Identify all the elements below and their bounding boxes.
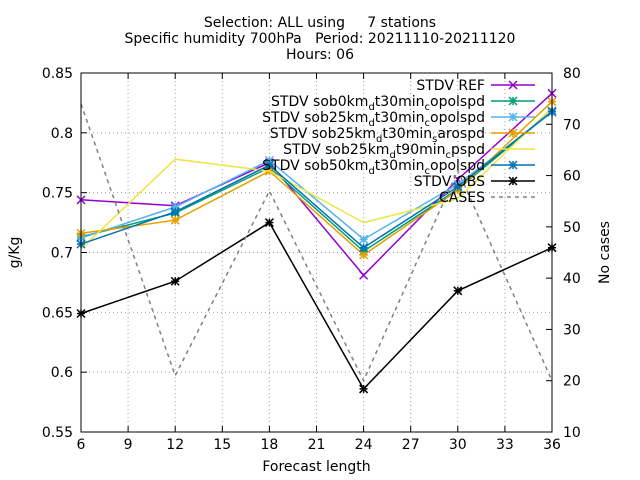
y2-tick-label: 40 [563, 271, 581, 287]
data-point [170, 207, 180, 217]
legend-label: STDV REF [416, 78, 485, 94]
x-tick-label: 24 [355, 437, 373, 453]
x-axis: 6 9 12 15 18 21 24 27 30 33 36 [77, 73, 561, 453]
legend-label: STDV sob25kmd​t30minc​opolspd [262, 110, 485, 129]
chart-title-line: Specific humidity 700hPa Period: 2021111… [125, 31, 516, 47]
y-tick-label: 0.55 [42, 425, 73, 441]
legend-marker [508, 112, 518, 122]
legend-label: STDV sob25kmd​t90minc​pspd [283, 142, 485, 161]
x-tick-label: 27 [402, 437, 420, 453]
legend-label: CASES [439, 190, 485, 206]
y2-tick-label: 80 [563, 66, 581, 82]
legend-marker [508, 96, 518, 106]
chart-title-line: Hours: 06 [286, 47, 354, 63]
y2-tick-label: 70 [563, 117, 581, 133]
series-line-7 [80, 103, 553, 383]
legend-label: STDV sob25kmd​t30mins​arospd [270, 126, 485, 145]
y2-tick-label: 60 [563, 169, 581, 185]
series-line-3 [80, 101, 553, 256]
x-tick-label: 36 [543, 437, 561, 453]
x-tick-label: 12 [166, 437, 184, 453]
x-tick-label: 9 [124, 437, 133, 453]
y-tick-label: 0.65 [42, 305, 73, 321]
legend-marker [508, 80, 518, 90]
y-tick-label: 0.6 [51, 365, 73, 381]
x-tick-label: 21 [308, 437, 326, 453]
x-axis-label: Forecast length [262, 459, 370, 475]
y2-axis: 10 20 30 40 50 60 70 80 [546, 66, 581, 441]
y-tick-label: 0.85 [42, 66, 73, 82]
data-point [170, 215, 180, 225]
x-tick-label: 15 [213, 437, 231, 453]
legend-marker [508, 128, 518, 138]
y-axis-label: g/Kg [7, 237, 23, 269]
data-point [170, 276, 180, 286]
data-point [359, 250, 369, 260]
y2-tick-label: 10 [563, 425, 581, 441]
data-point [359, 384, 369, 394]
legend-label: STDV sob0kmd​t30minc​opolspd [271, 94, 485, 113]
data-point [264, 218, 274, 228]
series-line-2 [80, 111, 553, 241]
legend-label: STDV OBS [414, 174, 485, 190]
legend-marker [508, 160, 518, 170]
y2-tick-label: 50 [563, 220, 581, 236]
series-line-4 [80, 107, 553, 250]
y-tick-label: 0.8 [51, 126, 73, 142]
series-line-6 [80, 221, 553, 391]
legend-marker [508, 176, 518, 186]
series-line-0 [80, 92, 553, 277]
y-tick-label: 0.7 [51, 246, 73, 262]
grid [81, 73, 552, 432]
chart-title: Selection: ALL using 7 stationsSpecific … [125, 15, 516, 63]
y2-tick-label: 30 [563, 322, 581, 338]
y-tick-label: 0.75 [42, 186, 73, 202]
data-point [453, 286, 463, 296]
data-point [264, 160, 274, 170]
x-tick-label: 33 [496, 437, 514, 453]
y2-tick-label: 20 [563, 374, 581, 390]
data-point [453, 182, 463, 192]
x-tick-label: 30 [449, 437, 467, 453]
data-point [359, 270, 369, 280]
x-tick-label: 6 [77, 437, 86, 453]
legend-label: STDV sob50kmd​t30minc​opolspd [262, 158, 485, 177]
x-tick-label: 18 [260, 437, 278, 453]
y2-axis-label: No cases [597, 221, 613, 284]
chart-title-line: Selection: ALL using 7 stations [204, 15, 436, 31]
y-axis: 0.55 0.6 0.65 0.7 0.75 0.8 0.85 [42, 66, 87, 441]
series-line-5 [80, 110, 553, 249]
data-point [359, 234, 369, 244]
data-point [359, 243, 369, 253]
